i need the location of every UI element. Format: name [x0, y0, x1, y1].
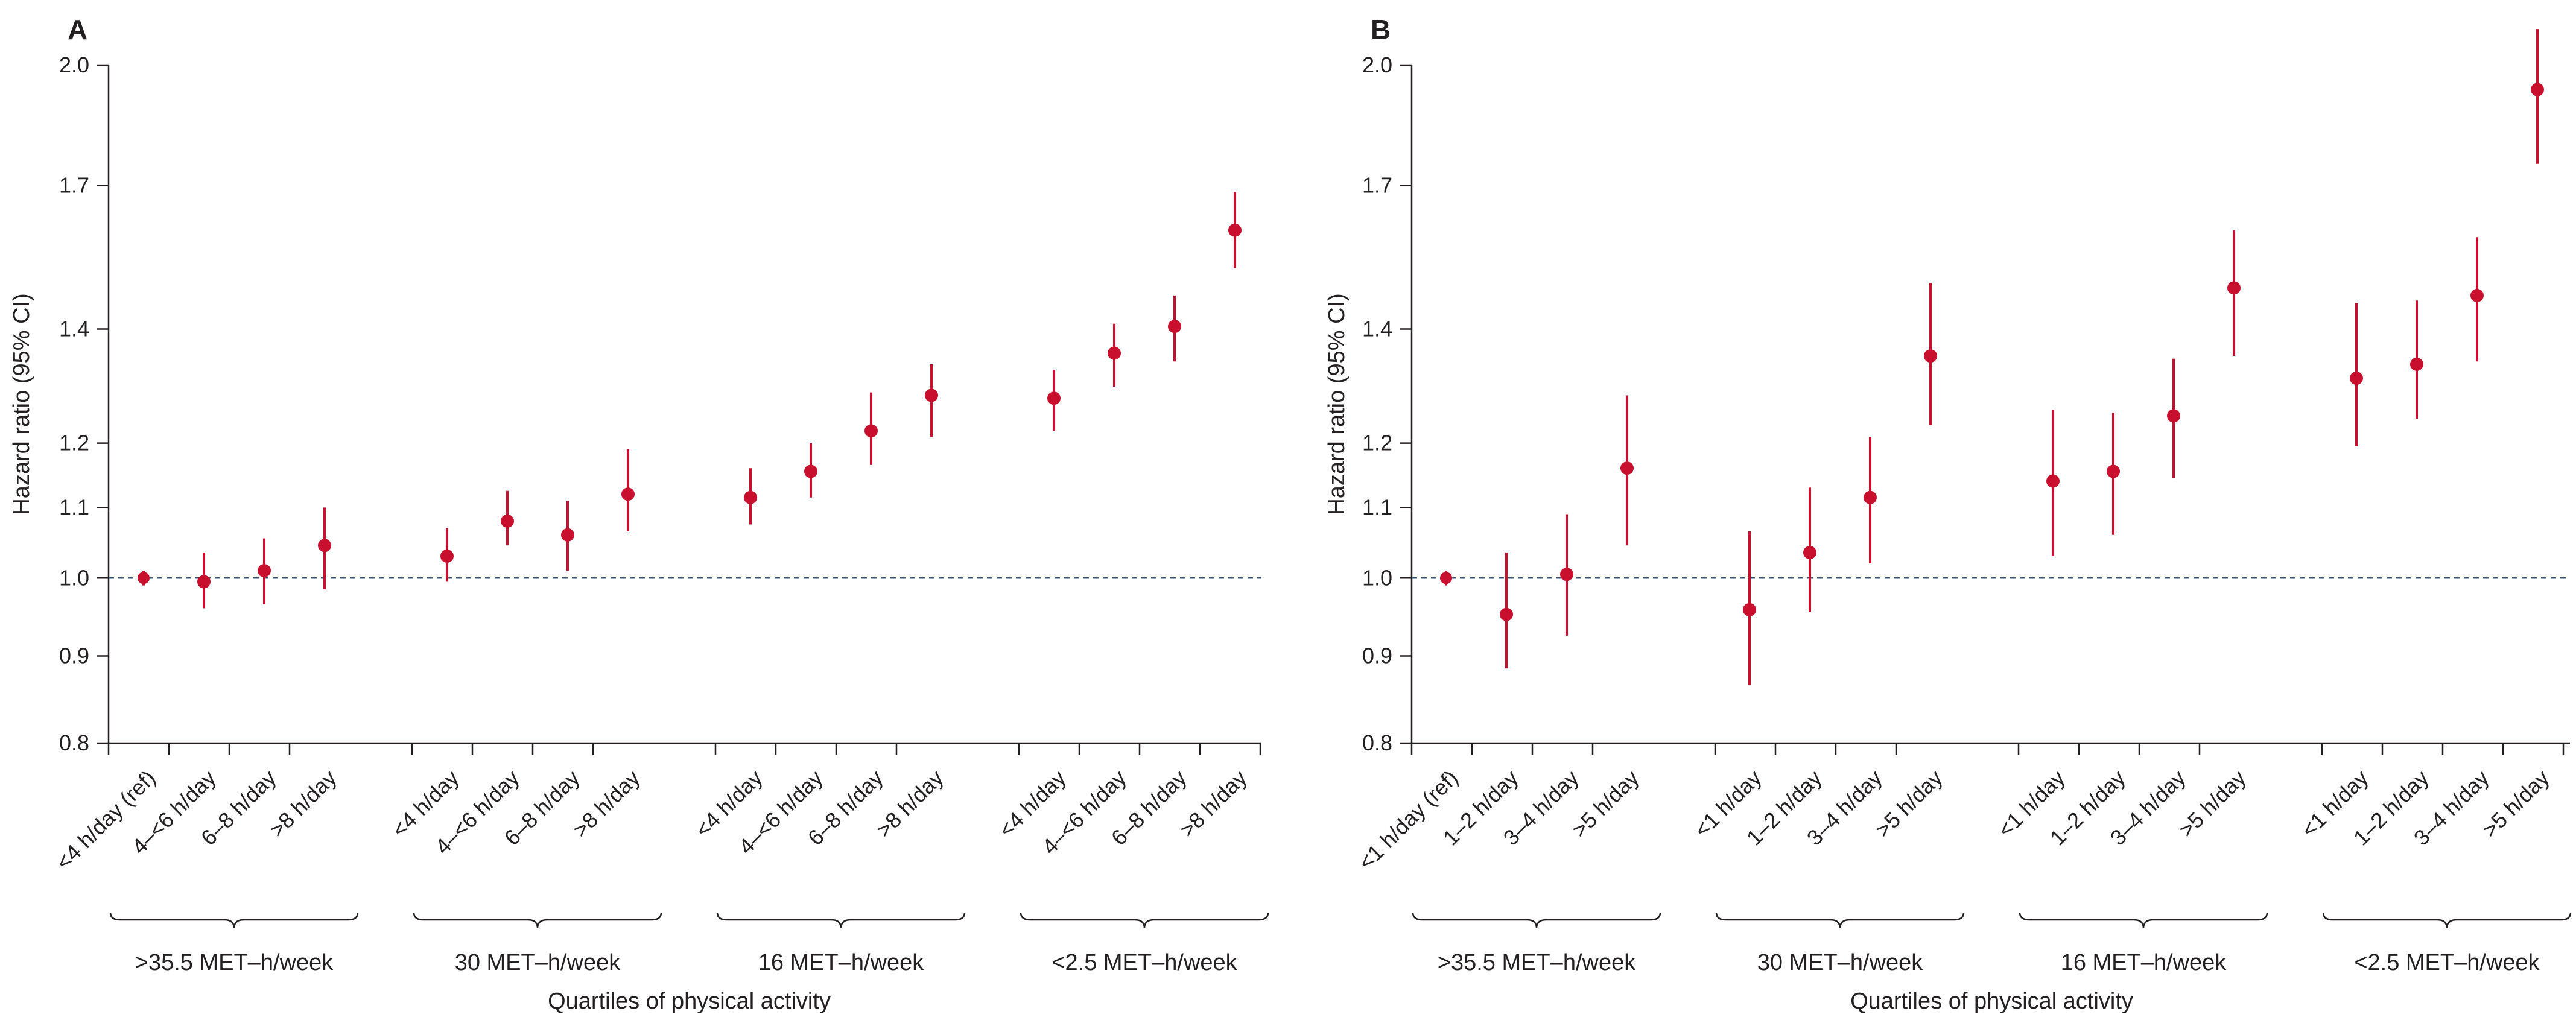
y-axis-title: Hazard ratio (95% CI): [9, 293, 34, 515]
data-point: [1864, 490, 1877, 504]
category-label: >5 h/day: [1870, 765, 1947, 842]
category-label: >8 h/day: [871, 765, 948, 842]
y-tick-label: 1.0: [59, 565, 89, 590]
data-point: [1108, 346, 1121, 360]
panel-letter: A: [68, 14, 87, 45]
data-point: [440, 550, 454, 563]
data-point: [864, 424, 878, 438]
data-point: [2350, 372, 2363, 385]
data-point: [1560, 568, 1573, 581]
data-point: [2410, 357, 2423, 371]
data-point: [2531, 83, 2544, 97]
category-label: >8 h/day: [568, 765, 644, 842]
group-brace: [1715, 912, 1965, 929]
y-tick-label: 0.9: [1362, 644, 1392, 668]
y-tick-label: 1.2: [1362, 431, 1392, 455]
data-point: [1620, 461, 1634, 475]
data-point: [621, 487, 635, 501]
data-point: [197, 575, 211, 589]
data-point: [925, 388, 938, 402]
data-point: [1168, 320, 1181, 334]
y-tick-label: 1.1: [1362, 495, 1392, 519]
y-tick-label: 2.0: [59, 52, 89, 77]
group-brace: [2019, 912, 2268, 929]
data-point: [1440, 572, 1452, 584]
data-point: [561, 528, 574, 542]
data-point: [1047, 391, 1061, 405]
data-point: [1500, 607, 1513, 621]
data-point: [804, 464, 817, 478]
group-label: <2.5 MET–h/week: [2354, 950, 2540, 975]
data-point: [2227, 281, 2241, 295]
data-point: [1743, 603, 1756, 616]
y-tick-label: 1.0: [1362, 565, 1392, 590]
category-label: >5 h/day: [1567, 765, 1643, 842]
group-label: 16 MET–h/week: [2061, 950, 2227, 975]
data-point: [318, 539, 331, 553]
data-point: [258, 564, 271, 578]
data-point: [2046, 474, 2060, 488]
y-tick-label: 0.8: [1362, 730, 1392, 755]
group-label: 30 MET–h/week: [455, 950, 621, 975]
y-tick-label: 2.0: [1362, 52, 1392, 77]
y-tick-label: 1.2: [59, 431, 89, 455]
group-brace: [716, 912, 966, 929]
group-brace: [1020, 912, 1269, 929]
y-tick-label: 1.4: [1362, 317, 1392, 341]
category-label: >5 h/day: [2477, 765, 2554, 842]
data-point: [1924, 349, 1937, 363]
category-label: >8 h/day: [1175, 765, 1251, 842]
chart-panel-b: B 0.8 0.9 1.0 1.1 1.2 1.4 1.7 2.0 Hazard ratio (9…: [1324, 14, 2572, 1014]
y-tick-label: 0.8: [59, 730, 89, 755]
group-label: >35.5 MET–h/week: [1438, 950, 1636, 975]
y-tick-label: 0.9: [59, 644, 89, 668]
data-point: [2107, 464, 2120, 478]
group-brace: [2322, 912, 2572, 929]
group-label: <2.5 MET–h/week: [1052, 950, 1237, 975]
panel-letter: B: [1371, 14, 1391, 45]
group-brace: [413, 912, 662, 929]
data-point: [2470, 288, 2484, 302]
y-tick-label: 1.7: [59, 173, 89, 197]
category-label: <1 h/day (ref): [1354, 765, 1463, 875]
category-label: >5 h/day: [2174, 765, 2250, 842]
data-point: [501, 514, 514, 528]
y-tick-label: 1.1: [59, 495, 89, 519]
data-point: [744, 490, 757, 504]
group-label: 30 MET–h/week: [1757, 950, 1924, 975]
y-tick-label: 1.4: [59, 317, 89, 341]
group-brace: [109, 912, 359, 929]
data-point: [2167, 409, 2180, 423]
category-label: >8 h/day: [264, 765, 341, 842]
group-brace: [1412, 912, 1661, 929]
y-axis-title: Hazard ratio (95% CI): [1324, 293, 1350, 515]
x-axis-title: Quartiles of physical activity: [1850, 989, 2133, 1014]
y-tick-label: 1.7: [1362, 173, 1392, 197]
data-point: [1803, 546, 1816, 560]
group-label: >35.5 MET–h/week: [135, 950, 334, 975]
chart-panel-a: A 0.8 0.9 1.0 1.1 1.2 1.4 1.7 2.0 Hazard ratio (9…: [9, 14, 1269, 1014]
group-label: 16 MET–h/week: [758, 950, 925, 975]
data-point: [138, 572, 150, 584]
x-axis-title: Quartiles of physical activity: [548, 989, 831, 1014]
data-point: [1228, 223, 1242, 237]
